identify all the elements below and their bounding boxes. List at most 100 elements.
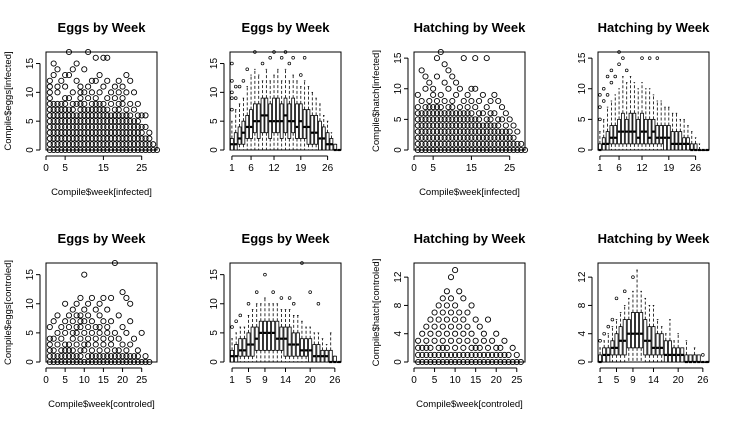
- scatter-point: [142, 141, 149, 148]
- scatter-point: [433, 110, 441, 117]
- chart-panel-7: Hatching by Week 0 5 10 15 20 25 0 4 8 12 Compile$w…: [371, 231, 526, 410]
- scatter-point: [115, 353, 122, 360]
- scatter-point: [439, 337, 446, 344]
- outlier-point: [631, 275, 635, 279]
- scatter-point: [484, 344, 492, 351]
- scatter-point: [54, 312, 61, 319]
- box-iqr: [233, 132, 238, 151]
- scatter-point: [85, 335, 92, 342]
- scatter-point: [58, 335, 65, 342]
- box-week-9: [628, 76, 633, 151]
- y-tick-label: 10: [209, 86, 220, 98]
- scatter-point: [62, 83, 69, 90]
- box-iqr: [272, 97, 276, 134]
- scatter-point: [85, 83, 92, 90]
- scatter-point: [92, 100, 99, 107]
- scatter-point: [77, 141, 84, 148]
- scatter-point: [422, 73, 429, 80]
- box-week-19: [666, 106, 671, 151]
- y-tick-label: 0: [25, 359, 36, 365]
- scatter-point: [142, 123, 149, 130]
- scatter-point: [123, 294, 130, 301]
- scatter-point: [130, 141, 138, 148]
- scatter-point: [46, 83, 53, 90]
- scatter-point: [54, 358, 61, 366]
- scatter-point: [460, 330, 467, 337]
- scatter-point: [119, 100, 126, 107]
- scatter-point: [65, 141, 73, 148]
- scatter-point: [50, 318, 57, 325]
- scatter-point: [142, 135, 149, 142]
- box-week-11: [639, 290, 644, 363]
- outlier-point: [253, 50, 257, 54]
- scatter-point: [433, 97, 441, 105]
- x-tick-label: 1: [597, 163, 603, 174]
- scatter-point: [96, 72, 103, 79]
- scatter-point: [138, 141, 145, 148]
- scatter-point: [153, 146, 161, 154]
- box-week-7: [621, 56, 625, 151]
- scatter-point: [54, 123, 61, 130]
- scatter-point: [427, 358, 434, 366]
- box-week-12: [272, 50, 276, 151]
- scatter-point: [65, 135, 73, 142]
- x-axis-label: Compile$week[infected]: [51, 187, 152, 198]
- scatter-point: [480, 337, 487, 344]
- scatter-point: [437, 91, 444, 98]
- scatter-point: [483, 140, 490, 147]
- scatter-point: [476, 358, 483, 366]
- box-iqr: [605, 131, 610, 151]
- x-tick-label: 5: [246, 375, 252, 386]
- scatter-point: [441, 128, 448, 135]
- scatter-point: [449, 97, 456, 105]
- scatter-point: [96, 112, 103, 119]
- scatter-point: [58, 100, 65, 107]
- scatter-point: [77, 135, 84, 142]
- scatter-point: [54, 329, 61, 336]
- box-iqr: [659, 333, 664, 356]
- scatter-point: [92, 341, 99, 348]
- scatter-point: [441, 140, 448, 147]
- chart-title: Hatching by Week: [414, 231, 527, 246]
- scatter-point: [104, 329, 111, 336]
- scatter-point: [468, 110, 475, 117]
- x-tick-label: 5: [62, 163, 68, 174]
- scatter-point: [487, 140, 494, 147]
- scatter-point: [100, 341, 107, 348]
- scatter-point: [414, 110, 421, 117]
- scatter-point: [134, 353, 141, 360]
- scatter-point: [468, 122, 475, 129]
- box-week-17: [295, 315, 300, 363]
- box-week-13: [647, 305, 652, 363]
- x-tick-label: 5: [614, 375, 620, 386]
- scatter-point: [437, 116, 444, 123]
- scatter-point: [50, 100, 57, 107]
- scatter-point: [54, 100, 61, 107]
- scatter-point: [88, 141, 95, 148]
- box-week-22: [684, 340, 689, 364]
- scatter-point: [85, 118, 92, 125]
- scatter-point: [483, 146, 490, 154]
- scatter-point: [138, 146, 145, 154]
- scatter-point: [77, 353, 84, 360]
- y-tick-label: 15: [577, 52, 588, 64]
- scatter-point: [115, 100, 122, 107]
- scatter-point: [150, 146, 157, 154]
- box-iqr: [316, 344, 321, 363]
- scatter-point: [81, 106, 88, 113]
- scatter-point: [100, 294, 107, 301]
- scatter-point: [452, 344, 459, 351]
- scatter-point: [495, 97, 502, 105]
- scatter-point: [127, 118, 134, 125]
- box-week-17: [291, 56, 296, 151]
- scatter-point: [85, 341, 92, 348]
- chart-panel-8: Hatching by Week 1 5 9 14 20 26 0 4 8 12: [577, 231, 710, 386]
- x-tick-label: 1: [597, 375, 603, 386]
- plot-frame: [45, 262, 158, 363]
- scatter-point: [62, 135, 69, 142]
- scatter-point: [111, 123, 118, 130]
- scatter-point: [104, 324, 111, 331]
- scatter-point: [430, 110, 437, 117]
- scatter-point: [130, 123, 138, 130]
- box-iqr: [613, 125, 618, 145]
